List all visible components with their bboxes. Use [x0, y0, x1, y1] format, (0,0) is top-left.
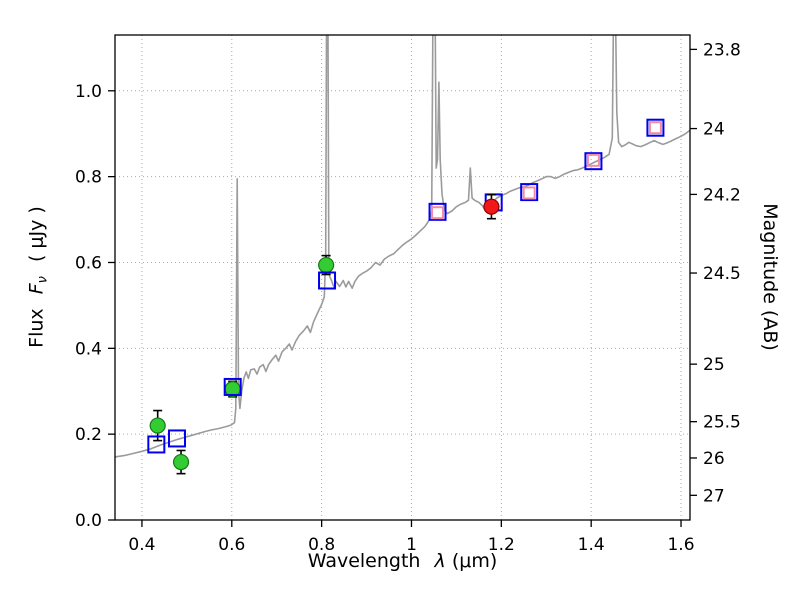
- model-spectrum: [115, 35, 690, 458]
- model-photometry-blue-squares-marker: [223, 377, 242, 396]
- x-axis-label-word: Wavelength: [307, 550, 421, 572]
- y-axis-label-left: Flux Fν ( μJy ): [26, 206, 51, 348]
- model-photometry-blue-squares-marker: [428, 202, 447, 221]
- photometry-pink-squares-marker: [522, 186, 536, 200]
- x-tick-label: 0.6: [218, 535, 245, 555]
- y-left-tick-label: 0.6: [75, 253, 102, 273]
- x-tick-label: 1.4: [578, 535, 605, 555]
- y-right-tick-label: 27: [703, 486, 725, 506]
- y-left-tick-label: 0.2: [75, 425, 102, 445]
- y-right-tick-label: 25: [703, 355, 725, 375]
- x-axis-label-unit: (μm): [451, 550, 498, 572]
- photometry-pink-squares-marker: [586, 153, 600, 167]
- x-tick-label: 1.2: [488, 535, 515, 555]
- photometry-pink-squares-marker: [431, 206, 445, 220]
- observed-photometry-green: [149, 254, 335, 475]
- observed-photometry-red: [483, 193, 500, 220]
- y-right-tick-label: 23.8: [703, 40, 741, 60]
- model-photometry-blue-squares-marker: [167, 429, 186, 448]
- observed-photometry-green-marker: [149, 417, 166, 434]
- observed-photometry-green-marker: [172, 453, 190, 471]
- model-photometry-blue-squares: [147, 118, 665, 454]
- axis-ticks: 0.4 0.6 0.8 1 1.2 1.4 1.6 0.0 0.2 0.4 0.6 0.8 1.0 23.…: [75, 40, 741, 555]
- x-tick-label: 1.6: [667, 535, 694, 555]
- observed-photometry-green-marker: [318, 256, 335, 274]
- photometry-pink-squares: [431, 121, 662, 220]
- x-tick-label: 1: [406, 535, 417, 555]
- y-right-tick-label: 24: [703, 120, 725, 140]
- model-photometry-blue-squares-marker: [318, 271, 337, 290]
- y-left-tick-label: 0.0: [75, 511, 102, 531]
- model-photometry-blue-squares-marker: [520, 183, 539, 202]
- x-axis-label: Wavelength λ (μm): [115, 550, 690, 572]
- y-right-tick-label: 24.2: [703, 185, 741, 205]
- x-tick-label: 0.4: [128, 535, 155, 555]
- y-axis-label-word: Flux: [25, 308, 48, 348]
- model-photometry-blue-squares-marker: [147, 435, 166, 454]
- y-right-tick-label: 24.5: [703, 264, 741, 284]
- plot-frame: [114, 34, 691, 521]
- model-photometry-blue-squares-marker: [646, 118, 665, 137]
- y-axis-label-unit: ( μJy ): [25, 206, 48, 263]
- y-right-tick-label: 26: [703, 449, 725, 469]
- y-left-tick-label: 1.0: [75, 82, 102, 102]
- x-axis-label-symbol: λ: [434, 550, 446, 572]
- x-tick-label: 0.8: [308, 535, 335, 555]
- observed-photometry-red-marker: [483, 198, 500, 215]
- y-axis-label-subscript: ν: [35, 276, 51, 284]
- y-left-tick-label: 0.4: [75, 339, 102, 359]
- y-axis-label-right: Magnitude (AB): [759, 203, 781, 351]
- grid-lines: [115, 35, 690, 521]
- y-axis-label-symbol: F: [25, 283, 48, 295]
- y-right-tick-label: 25.5: [703, 413, 741, 433]
- photometry-pink-squares-marker: [648, 121, 662, 135]
- model-photometry-blue-squares-marker: [584, 152, 603, 171]
- y-left-tick-label: 0.8: [75, 168, 102, 188]
